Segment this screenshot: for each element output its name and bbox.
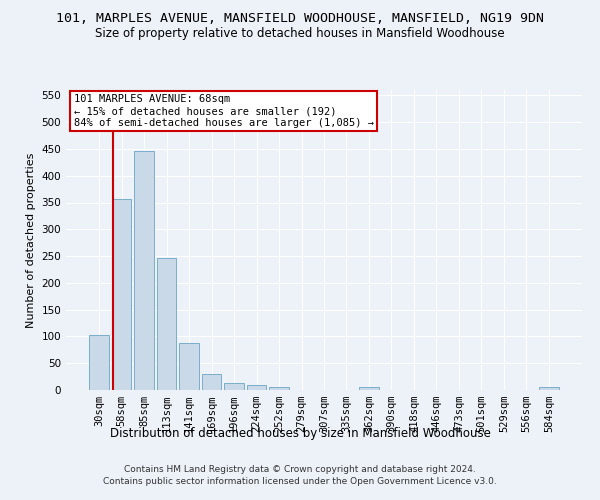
Text: Contains HM Land Registry data © Crown copyright and database right 2024.: Contains HM Land Registry data © Crown c… bbox=[124, 465, 476, 474]
Text: Size of property relative to detached houses in Mansfield Woodhouse: Size of property relative to detached ho… bbox=[95, 28, 505, 40]
Text: 101 MARPLES AVENUE: 68sqm
← 15% of detached houses are smaller (192)
84% of semi: 101 MARPLES AVENUE: 68sqm ← 15% of detac… bbox=[74, 94, 374, 128]
Bar bbox=[89, 335, 109, 390]
Bar bbox=[539, 387, 559, 390]
Bar bbox=[202, 374, 221, 390]
Bar bbox=[269, 387, 289, 390]
Bar bbox=[134, 150, 154, 390]
Bar bbox=[157, 258, 176, 390]
Bar bbox=[359, 387, 379, 390]
Text: Distribution of detached houses by size in Mansfield Woodhouse: Distribution of detached houses by size … bbox=[110, 428, 490, 440]
Y-axis label: Number of detached properties: Number of detached properties bbox=[26, 152, 36, 328]
Bar bbox=[247, 385, 266, 390]
Bar bbox=[112, 198, 131, 390]
Bar bbox=[179, 343, 199, 390]
Text: 101, MARPLES AVENUE, MANSFIELD WOODHOUSE, MANSFIELD, NG19 9DN: 101, MARPLES AVENUE, MANSFIELD WOODHOUSE… bbox=[56, 12, 544, 26]
Bar bbox=[224, 382, 244, 390]
Text: Contains public sector information licensed under the Open Government Licence v3: Contains public sector information licen… bbox=[103, 478, 497, 486]
